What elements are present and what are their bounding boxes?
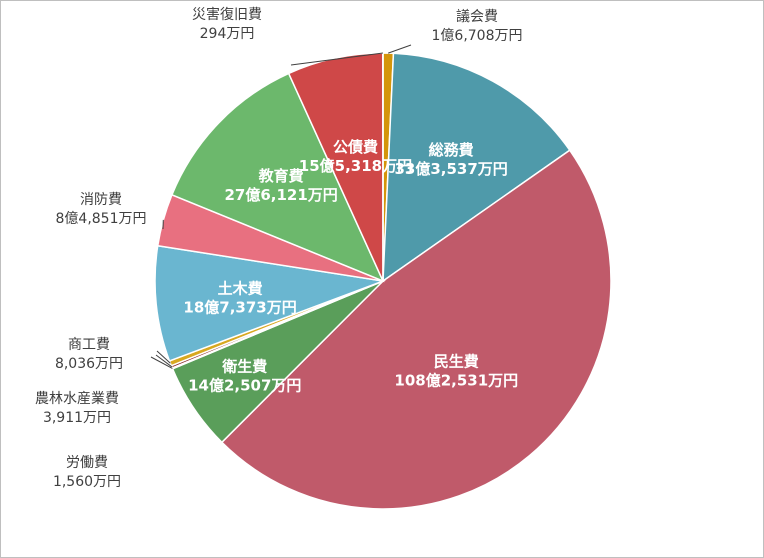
slice-value-somu: 33億3,537万円 (394, 160, 507, 178)
slice-value-rodo: 1,560万円 (53, 474, 121, 490)
leader-line-gikai (388, 44, 412, 54)
slice-name-eisei: 衛生費 (221, 358, 267, 376)
pie-slices (154, 52, 612, 510)
slice-name-saigai: 災害復旧費 (192, 6, 262, 23)
slice-doboku (154, 244, 386, 362)
leader-line-norin (155, 354, 173, 368)
slice-minsei (220, 149, 612, 510)
slice-name-shobo: 消防費 (80, 192, 122, 208)
slice-value-shobo: 8億4,851万円 (56, 211, 147, 227)
slice-value-norin: 3,911万円 (43, 410, 111, 426)
slice-name-shoko: 商工費 (68, 337, 110, 353)
slice-value-minsei: 108億2,531万円 (394, 371, 518, 389)
slice-name-minsei: 民生費 (434, 352, 479, 370)
slice-value-gikai: 1億6,708万円 (432, 28, 523, 44)
slice-kyoiku (170, 72, 385, 283)
slice-name-somu: 総務費 (429, 141, 474, 159)
slice-name-kyoiku: 教育費 (258, 167, 304, 185)
slice-value-saigai: 294万円 (200, 26, 255, 42)
leader-line-rodo (150, 356, 173, 369)
slice-name-gikai: 議会費 (456, 8, 498, 25)
slice-value-eisei: 14億2,507万円 (188, 377, 301, 395)
slice-name-kosai: 公債費 (333, 138, 378, 156)
slice-name-doboku: 土木費 (218, 280, 263, 298)
leader-lines (150, 44, 412, 369)
slice-value-kosai: 15億5,318万円 (299, 157, 412, 175)
leader-line-shoko (156, 350, 171, 364)
slice-name-norin: 農林水産業費 (35, 391, 119, 407)
slice-value-doboku: 18億7,373万円 (183, 299, 296, 317)
slice-somu (382, 52, 571, 283)
slice-name-rodo: 労働費 (66, 455, 108, 471)
slice-value-shoko: 8,036万円 (55, 356, 123, 372)
slice-value-kyoiku: 27億6,121万円 (224, 186, 337, 204)
leader-line-saigai (290, 52, 383, 66)
